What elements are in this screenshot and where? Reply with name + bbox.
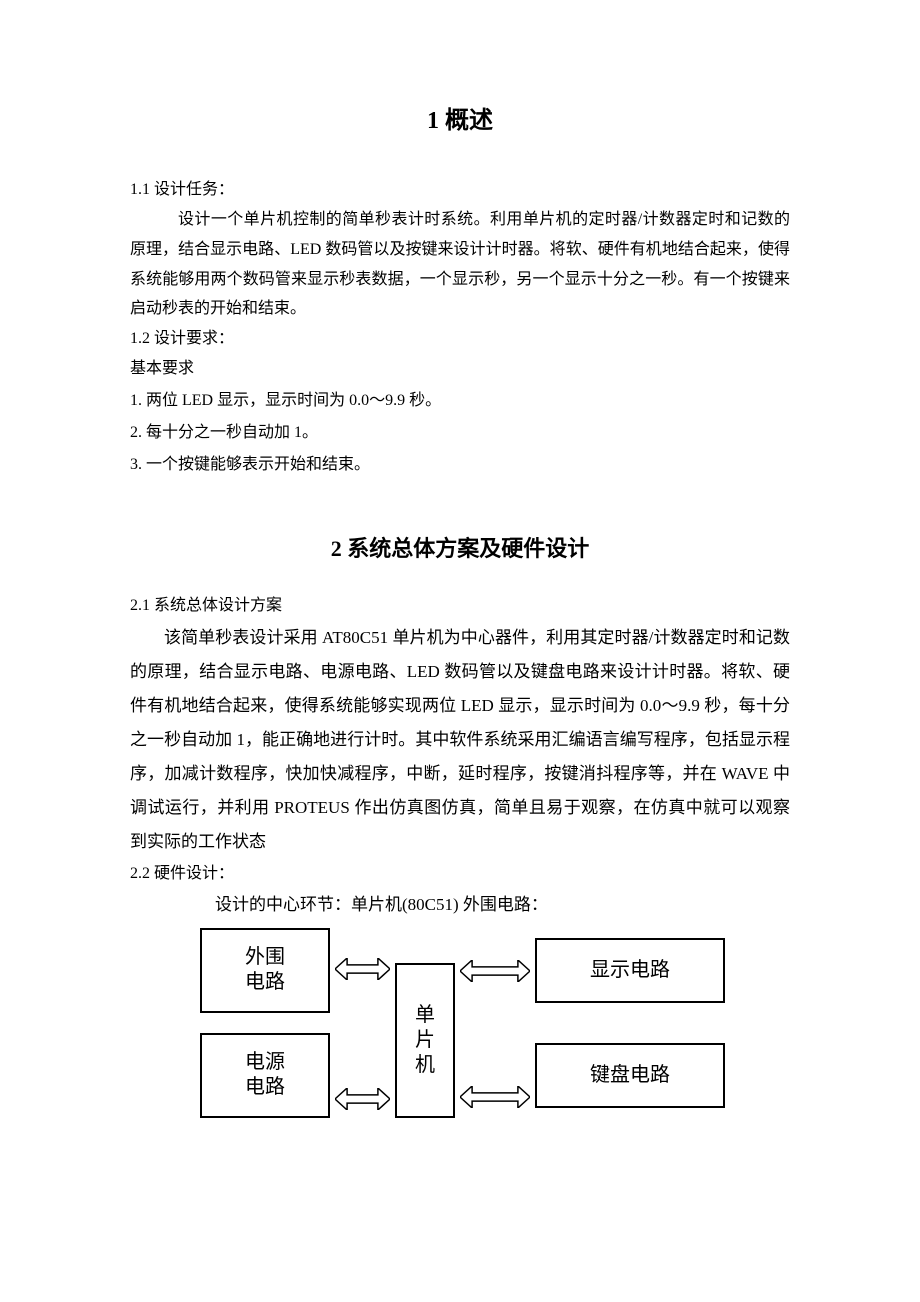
- requirement-2: 2. 每十分之一秒自动加 1。: [130, 417, 790, 449]
- node-power-l2: 电路: [245, 1075, 285, 1100]
- edge-power-mcu: [335, 1088, 390, 1110]
- section-1-2-label: 1.2 设计要求：: [130, 324, 790, 354]
- node-mcu-l3: 机: [415, 1053, 435, 1078]
- node-display: 显示电路: [535, 938, 725, 1003]
- page: 1 概述 1.1 设计任务： 设计一个单片机控制的简单秒表计时系统。利用单片机的…: [0, 0, 920, 1302]
- section-1-1-label: 1.1 设计任务：: [130, 175, 790, 205]
- node-keyboard: 键盘电路: [535, 1043, 725, 1108]
- node-peripheral-l2: 电路: [245, 970, 285, 995]
- section-2-title: 2 系统总体方案及硬件设计: [130, 531, 790, 563]
- section-1-title: 1 概述: [130, 100, 790, 135]
- section-2-1-body: 该简单秒表设计采用 AT80C51 单片机为中心器件，利用其定时器/计数器定时和…: [130, 621, 790, 859]
- node-mcu: 单 片 机: [395, 963, 455, 1118]
- block-diagram: 外围 电路 电源 电路 单 片 机 显示电路: [130, 928, 790, 1138]
- section-1-1-body: 设计一个单片机控制的简单秒表计时系统。利用单片机的定时器/计数器定时和记数的原理…: [130, 205, 790, 323]
- requirement-3: 3. 一个按键能够表示开始和结束。: [130, 449, 790, 481]
- node-power-l1: 电源: [245, 1050, 285, 1075]
- edge-peripheral-mcu: [335, 958, 390, 980]
- requirement-1: 1. 两位 LED 显示，显示时间为 0.0～9.9 秒。: [130, 385, 790, 417]
- node-keyboard-label: 键盘电路: [590, 1063, 670, 1088]
- edge-mcu-display: [460, 960, 530, 982]
- section-2-1-label: 2.1 系统总体设计方案: [130, 591, 790, 621]
- section-2-2-caption: 设计的中心环节：单片机(80C51) 外围电路：: [215, 889, 790, 921]
- node-mcu-l1: 单: [415, 1003, 435, 1028]
- section-2-2-label: 2.2 硬件设计：: [130, 859, 790, 889]
- node-power: 电源 电路: [200, 1033, 330, 1118]
- block-diagram-inner: 外围 电路 电源 电路 单 片 机 显示电路: [180, 928, 740, 1138]
- node-peripheral: 外围 电路: [200, 928, 330, 1013]
- node-display-label: 显示电路: [590, 958, 670, 983]
- section-1-2-sub: 基本要求: [130, 354, 790, 384]
- node-peripheral-l1: 外围: [245, 945, 285, 970]
- edge-mcu-keyboard: [460, 1086, 530, 1108]
- node-mcu-l2: 片: [415, 1028, 435, 1053]
